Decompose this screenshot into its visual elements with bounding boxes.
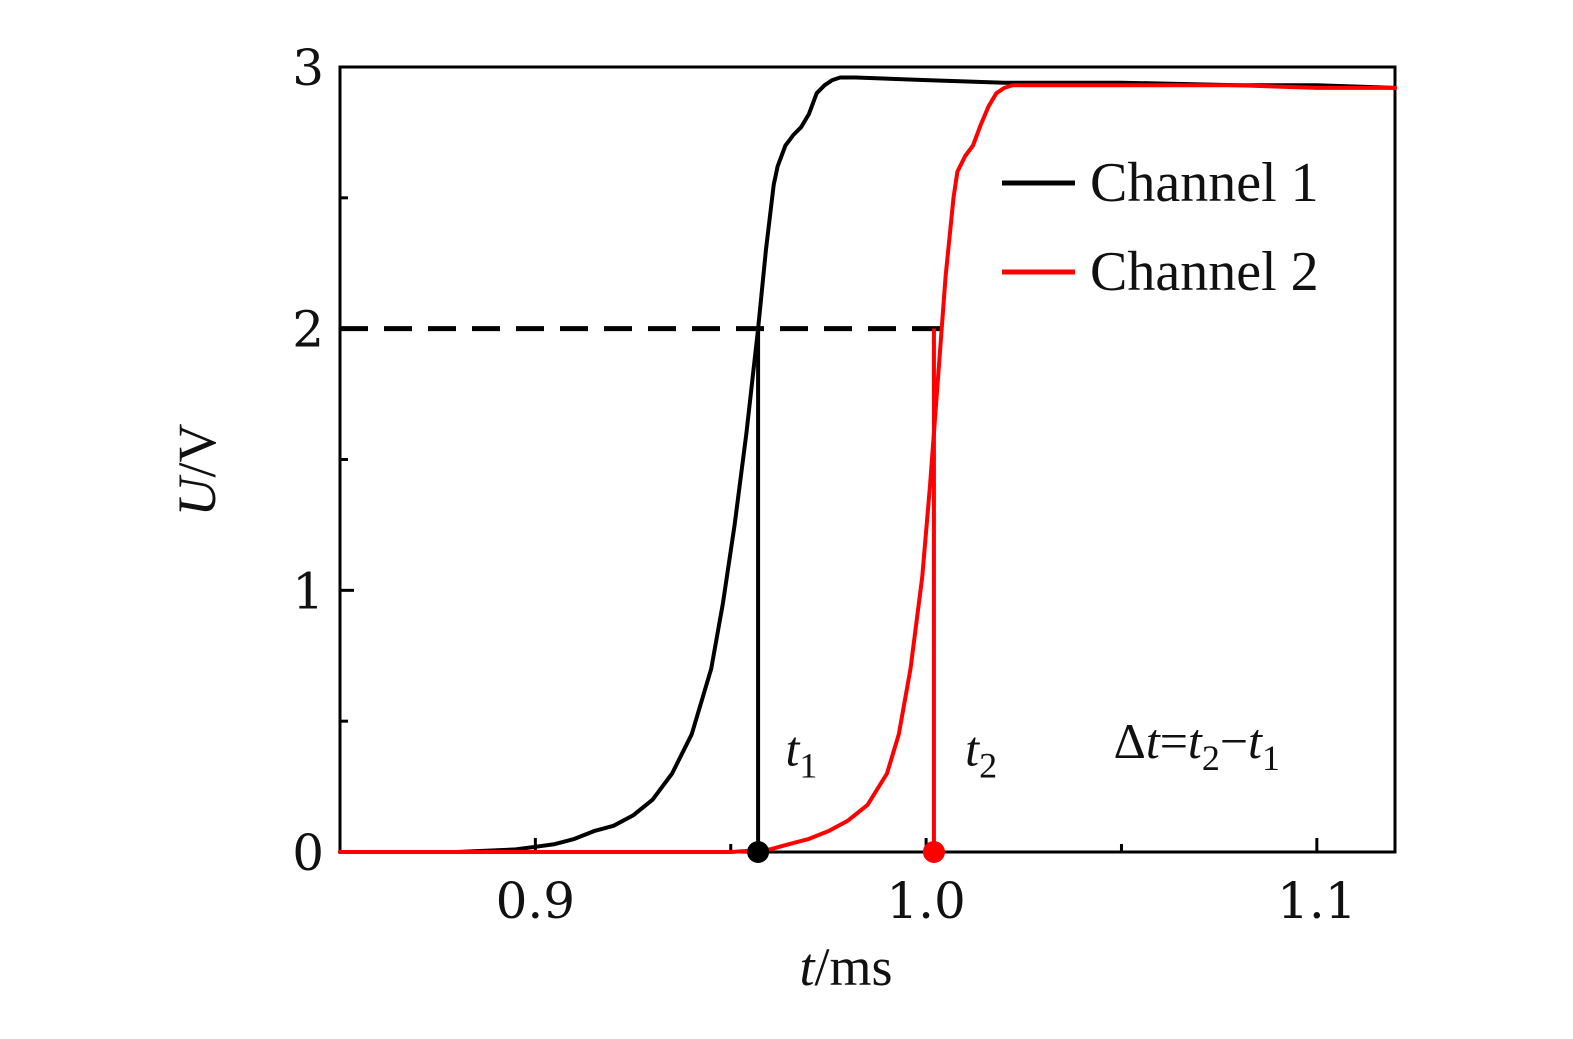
series-line-channel-1 [338,75,1397,854]
y-tick-label: 1 [292,562,324,620]
series-line-channel-2 [338,83,1397,854]
marker-label-t1: t1 [785,721,817,786]
event-markers [747,328,945,863]
y-axis-label: U/V [167,423,227,516]
x-tick-label: 0.9 [496,872,576,930]
x-tick-label: 1.1 [1277,872,1357,930]
axis-tick-labels: 0.9 1.0 1.1 0 1 2 3 [292,39,1356,930]
series-lines [338,75,1397,854]
x-axis-label: t/ms [799,937,892,997]
y-tick-label: 0 [292,824,324,882]
marker-dot-t1 [747,841,770,863]
legend-label-channel-2: Channel 2 [1090,241,1319,303]
legend: Channel 1 Channel 2 [1002,152,1319,303]
y-tick-label: 2 [292,301,324,359]
y-tick-label: 3 [292,39,324,97]
marker-dot-t2 [922,841,945,863]
legend-label-channel-1: Channel 1 [1090,152,1319,214]
x-tick-label: 1.0 [886,872,966,930]
delta-t-annotation: Δt=t2−t1 [1114,713,1280,778]
marker-label-t2: t2 [965,721,997,786]
